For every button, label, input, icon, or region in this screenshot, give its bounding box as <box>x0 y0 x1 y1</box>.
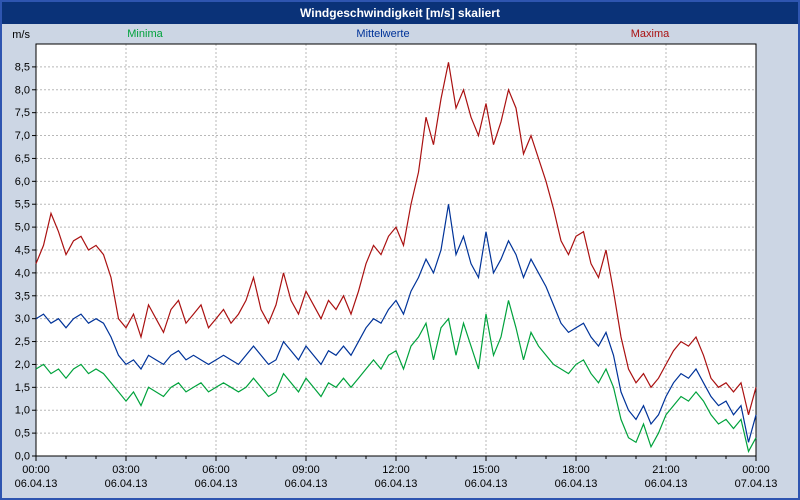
y-tick-label: 2,0 <box>15 359 30 371</box>
x-tick-time-label: 09:00 <box>292 464 320 476</box>
y-axis-unit: m/s <box>12 29 30 41</box>
x-tick-date-label: 06.04.13 <box>15 478 58 490</box>
x-tick-time-label: 00:00 <box>742 464 770 476</box>
y-tick-label: 1,0 <box>15 405 30 417</box>
x-tick-time-label: 15:00 <box>472 464 500 476</box>
x-tick-date-label: 07.04.13 <box>735 478 778 490</box>
y-tick-label: 4,0 <box>15 267 30 279</box>
y-tick-label: 2,5 <box>15 336 30 348</box>
chart-title: Windgeschwindigkeit [m/s] skaliert <box>2 2 798 24</box>
x-tick-time-label: 00:00 <box>22 464 50 476</box>
series-line-mittelwerte <box>35 204 757 443</box>
legend-minima: Minima <box>127 28 163 40</box>
legend-maxima: Maxima <box>630 28 670 40</box>
y-tick-label: 3,0 <box>15 313 30 325</box>
y-tick-label: 6,5 <box>15 153 30 165</box>
wind-speed-line-chart: 0,0 0,5 1,0 1,5 2,0 2,5 3,0 3,5 4,0 4,5 5,0 5,5 6,0 6… <box>12 29 778 490</box>
x-tick-time-label: 21:00 <box>652 464 680 476</box>
y-tick-label: 3,5 <box>15 290 30 302</box>
x-tick-date-label: 06.04.13 <box>285 478 328 490</box>
legend-mittelwerte: Mittelwerte <box>356 28 410 40</box>
x-tick-date-label: 06.04.13 <box>465 478 508 490</box>
x-tick-date-label: 06.04.13 <box>375 478 418 490</box>
y-tick-label: 0,5 <box>15 428 30 440</box>
x-tick-time-label: 03:00 <box>112 464 140 476</box>
y-tick-label: 6,0 <box>15 176 30 188</box>
x-tick-date-label: 06.04.13 <box>645 478 688 490</box>
y-tick-label: 5,5 <box>15 199 30 211</box>
x-tick-time-label: 18:00 <box>562 464 590 476</box>
x-tick-date-label: 06.04.13 <box>195 478 238 490</box>
y-tick-label: 5,0 <box>15 222 30 234</box>
y-tick-label: 8,0 <box>15 84 30 96</box>
plot-border <box>35 43 757 457</box>
y-tick-label: 4,5 <box>15 245 30 257</box>
series-line-maxima <box>35 62 757 415</box>
x-tick-time-label: 12:00 <box>382 464 410 476</box>
y-tick-label: 1,5 <box>15 382 30 394</box>
y-tick-label: 8,5 <box>15 61 30 73</box>
chart-area: 0,0 0,5 1,0 1,5 2,0 2,5 3,0 3,5 4,0 4,5 5,0 5,5 6,0 6… <box>2 24 798 498</box>
x-tick-date-label: 06.04.13 <box>555 478 598 490</box>
x-tick-time-label: 06:00 <box>202 464 230 476</box>
x-tick-date-label: 06.04.13 <box>105 478 148 490</box>
series-line-minima <box>35 300 757 454</box>
y-tick-label: 7,0 <box>15 130 30 142</box>
y-tick-label: 0,0 <box>15 451 30 463</box>
y-tick-label: 7,5 <box>15 107 30 119</box>
